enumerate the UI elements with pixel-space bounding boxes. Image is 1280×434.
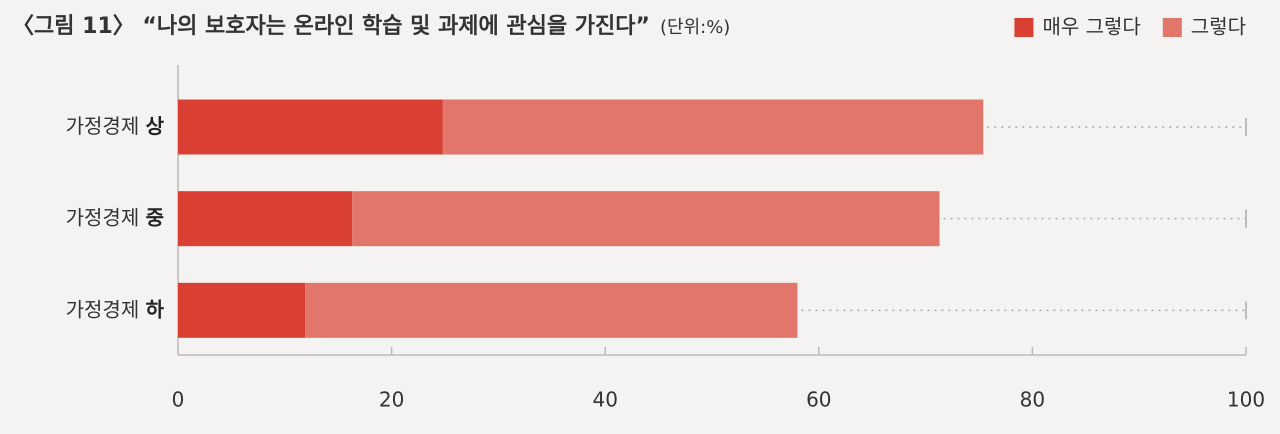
bar-segment — [178, 191, 353, 247]
y-tick-label: 가정경제 중 — [66, 205, 164, 229]
legend-label: 매우 그렇다 — [1042, 15, 1140, 39]
chart-title: 〈그림 11〉 “나의 보호자는 온라인 학습 및 과제에 관심을 가진다” — [12, 14, 650, 39]
y-tick-label: 가정경제 상 — [66, 114, 165, 138]
x-tick-label: 80 — [1020, 388, 1045, 412]
x-tick-label: 40 — [592, 388, 617, 412]
x-tick-label: 60 — [806, 388, 831, 412]
bar-segment — [442, 99, 984, 155]
x-tick-label: 100 — [1227, 388, 1265, 412]
y-tick-label: 가정경제 하 — [66, 297, 165, 321]
x-tick-label: 0 — [172, 388, 185, 412]
legend-swatch — [1014, 18, 1034, 37]
legend-swatch — [1162, 18, 1182, 37]
bar-segment — [178, 282, 306, 338]
bar-segment — [352, 191, 940, 247]
x-tick-label: 20 — [379, 388, 404, 412]
legend-label: 그렇다 — [1191, 15, 1246, 39]
chart-subtitle: (단위:%) — [660, 17, 730, 38]
bar-segment — [178, 99, 443, 155]
bar-segment — [305, 282, 798, 338]
